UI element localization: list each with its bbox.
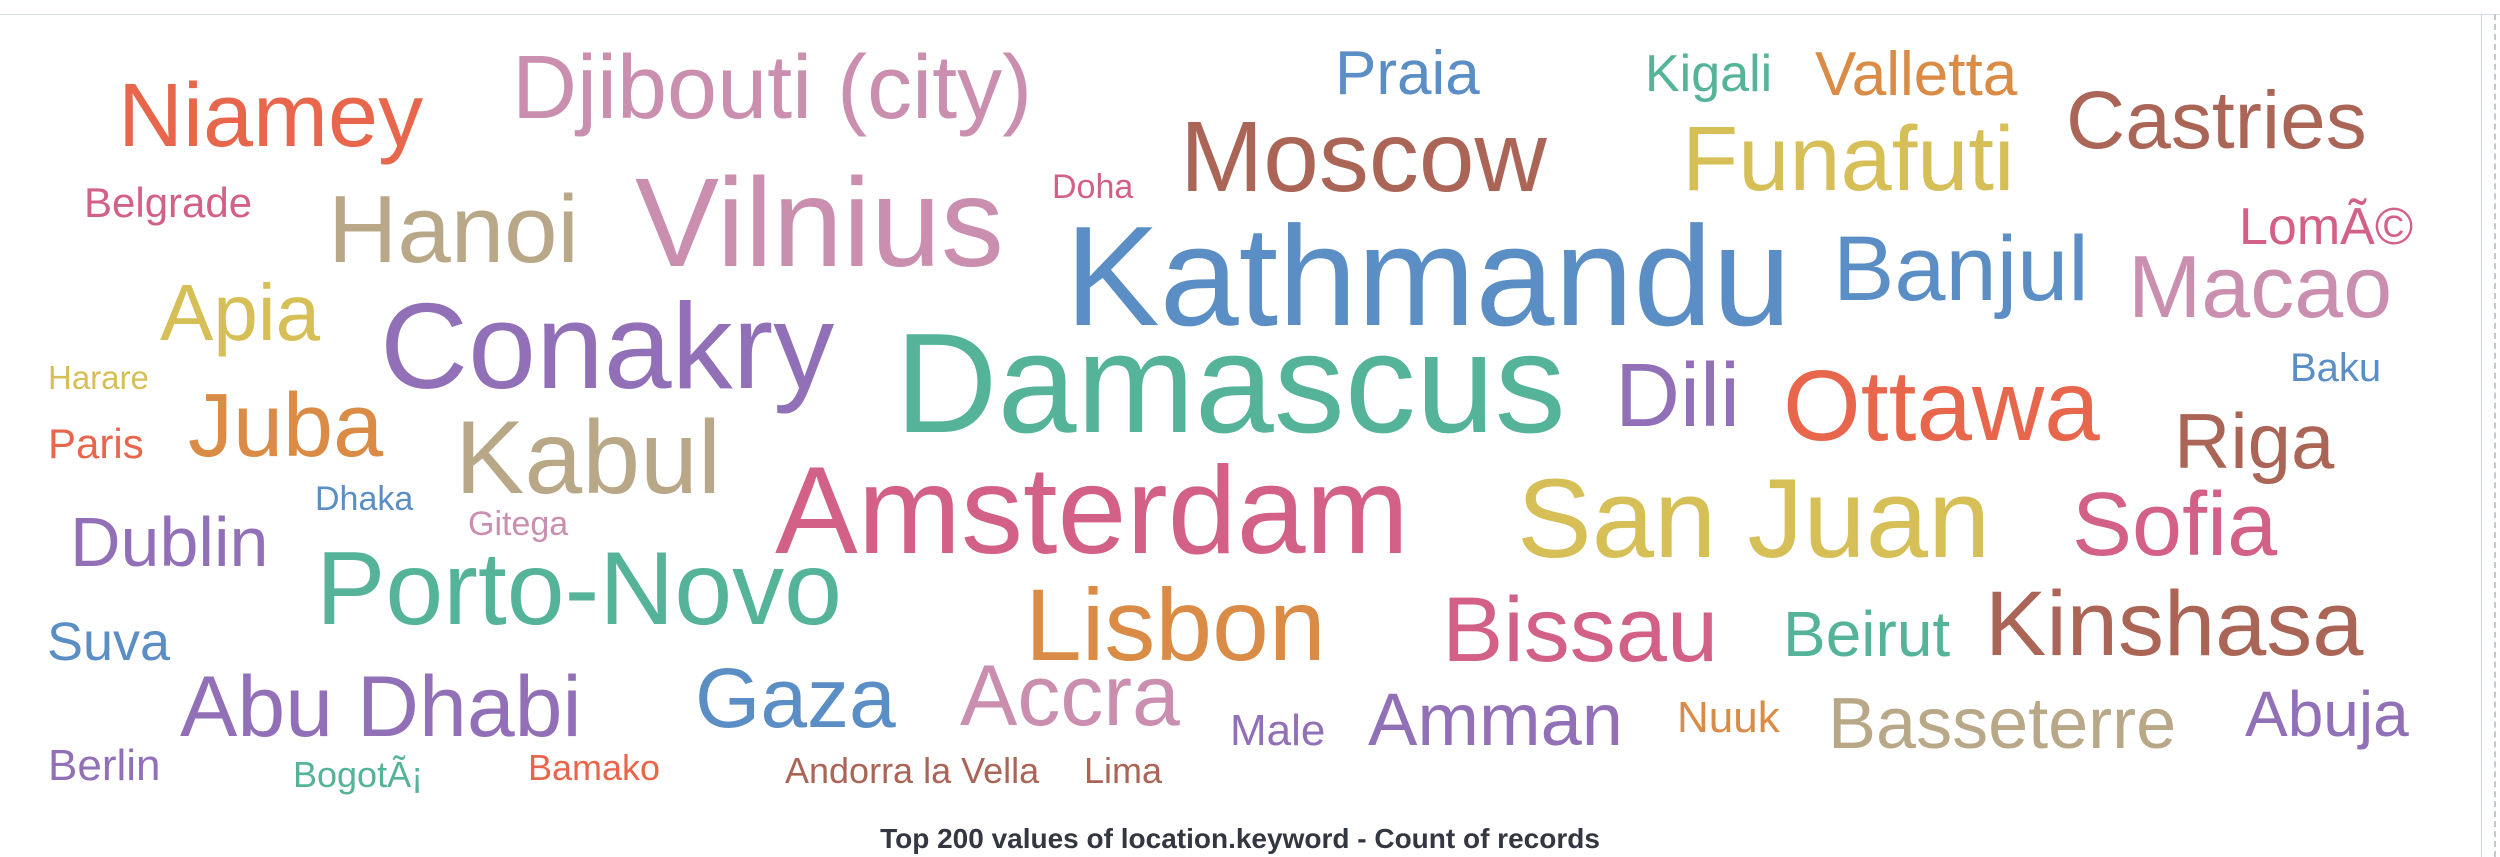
word-bogot[interactable]: BogotÃ¡: [293, 754, 423, 795]
word-riga[interactable]: Riga: [2174, 397, 2335, 485]
word-nuuk[interactable]: Nuuk: [1677, 693, 1781, 742]
word-apia[interactable]: Apia: [160, 268, 321, 357]
word-bamako[interactable]: Bamako: [528, 747, 660, 788]
word-djibouti-city[interactable]: Djibouti (city): [512, 38, 1032, 138]
word-san-juan[interactable]: San Juan: [1517, 456, 1990, 581]
word-sofia[interactable]: Sofia: [2072, 475, 2278, 575]
word-lisbon[interactable]: Lisbon: [1025, 568, 1326, 682]
word-suva[interactable]: Suva: [47, 612, 171, 672]
word-dili[interactable]: Dili: [1615, 346, 1740, 446]
word-kabul[interactable]: Kabul: [455, 400, 721, 516]
word-amman[interactable]: Amman: [1368, 678, 1623, 761]
word-berlin[interactable]: Berlin: [48, 741, 161, 790]
word-dublin[interactable]: Dublin: [70, 503, 268, 581]
word-macao[interactable]: Macao: [2128, 237, 2392, 336]
word-gitega[interactable]: Gitega: [468, 505, 568, 543]
word-abuja[interactable]: Abuja: [2245, 678, 2409, 750]
word-vilnius[interactable]: Vilnius: [635, 152, 1004, 293]
word-gaza[interactable]: Gaza: [695, 651, 896, 745]
word-dhaka[interactable]: Dhaka: [315, 480, 413, 518]
word-kinshasa[interactable]: Kinshasa: [1985, 573, 2364, 675]
word-porto-novo[interactable]: Porto-Novo: [316, 531, 842, 647]
word-bissau[interactable]: Bissau: [1442, 579, 1718, 681]
word-damascus[interactable]: Damascus: [895, 304, 1566, 463]
word-andorra-la-vella[interactable]: Andorra la Vella: [785, 750, 1040, 791]
word-conakry[interactable]: Conakry: [380, 278, 834, 414]
word-ottawa[interactable]: Ottawa: [1783, 350, 2100, 462]
word-baku[interactable]: Baku: [2290, 346, 2381, 390]
word-kathmandu[interactable]: Kathmandu: [1065, 197, 1791, 356]
panel-top-border: [0, 0, 2500, 15]
word-kigali[interactable]: Kigali: [1645, 45, 1772, 103]
word-abu-dhabi[interactable]: Abu Dhabi: [180, 659, 582, 755]
word-doha[interactable]: Doha: [1052, 168, 1133, 206]
word-basseterre[interactable]: Basseterre: [1828, 684, 2176, 764]
word-moscow[interactable]: Moscow: [1180, 101, 1548, 213]
word-amsterdam[interactable]: Amsterdam: [775, 442, 1409, 580]
word-castries[interactable]: Castries: [2066, 75, 2367, 166]
word-banjul[interactable]: Banjul: [1833, 218, 2089, 320]
panel-right-border: [2481, 14, 2482, 857]
word-harare[interactable]: Harare: [48, 359, 149, 396]
word-lom[interactable]: LomÃ©: [2239, 198, 2413, 256]
word-lima[interactable]: Lima: [1084, 750, 1163, 791]
word-beirut[interactable]: Beirut: [1783, 598, 1950, 670]
word-hanoi[interactable]: Hanoi: [328, 176, 579, 283]
word-praia[interactable]: Praia: [1335, 39, 1480, 108]
word-cloud: Niamey Djibouti (city) Praia Kigali Valletta…: [47, 38, 2413, 795]
word-male[interactable]: Male: [1230, 706, 1325, 755]
resize-handle[interactable]: [2494, 14, 2496, 857]
chart-caption: Top 200 values of location.keyword - Cou…: [880, 823, 1600, 854]
word-valletta[interactable]: Valletta: [1815, 40, 2018, 109]
word-niamey[interactable]: Niamey: [118, 66, 423, 166]
word-accra[interactable]: Accra: [960, 648, 1180, 744]
word-paris[interactable]: Paris: [48, 420, 144, 467]
word-funafuti[interactable]: Funafuti: [1682, 108, 2014, 210]
word-belgrade[interactable]: Belgrade: [84, 179, 252, 226]
word-juba[interactable]: Juba: [188, 376, 384, 476]
